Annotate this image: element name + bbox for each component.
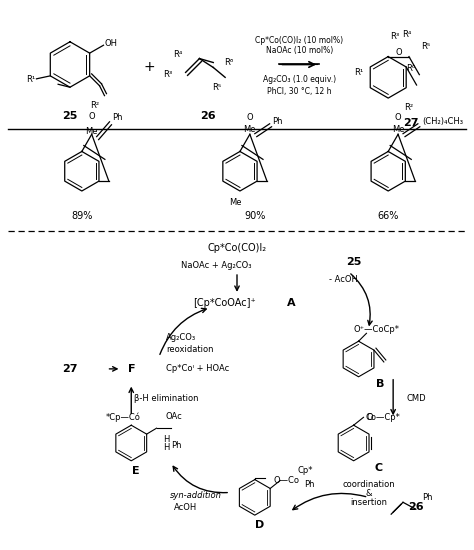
Text: Ph: Ph [171,442,182,450]
Text: R²: R² [90,101,99,110]
Text: NaOAc + Ag₂CO₃: NaOAc + Ag₂CO₃ [181,261,251,270]
Text: NaOAc (10 mol%): NaOAc (10 mol%) [265,46,333,55]
Text: PhCl, 30 °C, 12 h: PhCl, 30 °C, 12 h [267,87,331,96]
Text: F: F [128,364,135,374]
Text: &: & [365,489,372,498]
Text: Me: Me [85,127,98,136]
Text: B: B [376,379,384,389]
Text: 26: 26 [201,111,216,121]
Text: R⁶: R⁶ [406,64,416,73]
Text: Ag₂CO₃ (1.0 equiv.): Ag₂CO₃ (1.0 equiv.) [263,75,336,84]
Text: Cp*: Cp* [297,466,312,475]
Text: Ph: Ph [272,117,283,126]
Text: R⁵: R⁵ [420,42,430,51]
Text: Me: Me [244,125,256,134]
Text: C: C [374,463,383,472]
Text: R⁶: R⁶ [225,58,234,67]
Text: Ph: Ph [422,493,433,502]
Text: *Cp—Có: *Cp—Có [106,412,141,422]
Text: R⁴: R⁴ [402,30,411,40]
Text: Cp*Coᴵ + HOAc: Cp*Coᴵ + HOAc [166,365,229,373]
Text: - AcOH: - AcOH [329,276,358,284]
Text: O—Co: O—Co [273,476,299,485]
Text: +: + [143,60,155,74]
Text: R³: R³ [163,70,173,79]
Text: D: D [255,520,264,530]
Text: H: H [163,434,170,443]
Text: CMD: CMD [406,394,426,403]
Text: 25: 25 [62,111,78,121]
Text: H: H [163,443,170,453]
Text: O: O [395,113,401,122]
Text: syn-addition: syn-addition [170,491,221,500]
Text: OH: OH [105,39,118,48]
Text: insertion: insertion [350,498,387,507]
Text: Ag₂CO₃: Ag₂CO₃ [166,333,196,342]
Text: reoxidation: reoxidation [166,345,213,354]
Text: O: O [366,413,373,422]
Text: Co—Cp*: Co—Cp* [366,413,401,422]
Text: O: O [89,112,95,122]
Text: O: O [395,48,402,57]
Text: 90%: 90% [244,211,265,221]
Text: R¹: R¹ [355,68,364,77]
Text: A: A [287,298,296,307]
Text: R²: R² [405,103,414,112]
Text: O⁺—CoCp*: O⁺—CoCp* [353,325,400,334]
Text: 27: 27 [62,364,78,374]
Text: 26: 26 [408,502,424,512]
Text: Cp*Co(CO)I₂ (10 mol%): Cp*Co(CO)I₂ (10 mol%) [255,36,343,45]
Text: Me: Me [392,125,404,134]
Text: Ph: Ph [304,480,315,489]
Text: E: E [132,466,140,476]
Text: R³: R³ [390,32,399,41]
Text: Me: Me [229,199,241,207]
Text: O: O [246,113,253,122]
Text: β-H elimination: β-H elimination [134,394,198,403]
Text: 25: 25 [346,257,361,267]
Text: R⁴: R⁴ [173,50,182,59]
Text: coordination: coordination [342,480,395,489]
Text: OAc: OAc [166,412,182,421]
Text: (CH₂)₄CH₃: (CH₂)₄CH₃ [422,117,463,126]
Text: R¹: R¹ [26,75,35,84]
Text: 66%: 66% [377,211,399,221]
Text: Cp*Co(CO)I₂: Cp*Co(CO)I₂ [208,243,266,254]
Text: 27: 27 [403,118,418,128]
Text: [Cp*CoOAc]⁺: [Cp*CoOAc]⁺ [193,298,255,307]
Text: Ph: Ph [112,113,123,122]
Text: 89%: 89% [71,211,92,221]
Text: AcOH: AcOH [174,503,197,512]
Text: R⁵: R⁵ [213,82,222,92]
